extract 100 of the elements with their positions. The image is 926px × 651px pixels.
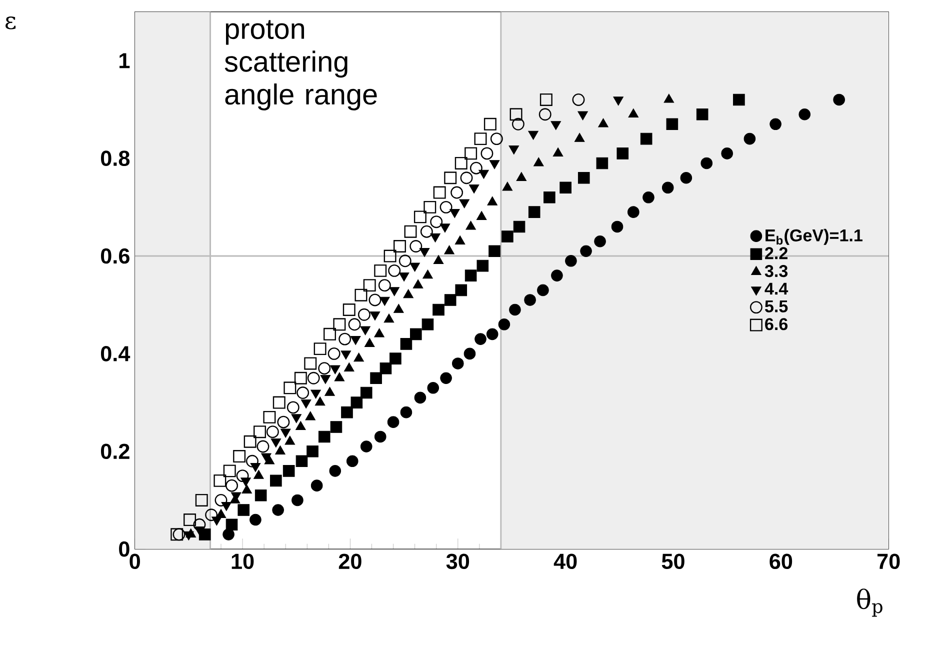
point <box>360 440 372 452</box>
point <box>487 196 498 206</box>
annotation: proton scattering angle range <box>224 20 377 110</box>
point <box>328 347 340 360</box>
point <box>540 93 552 106</box>
point <box>450 186 464 199</box>
point <box>250 514 262 526</box>
point <box>236 469 249 482</box>
point <box>538 108 552 120</box>
point <box>244 435 256 448</box>
point <box>444 245 454 254</box>
point <box>286 400 300 414</box>
point <box>537 284 549 296</box>
point <box>284 436 296 444</box>
point <box>307 372 320 384</box>
point <box>510 108 522 120</box>
point <box>410 262 420 272</box>
point <box>640 132 652 145</box>
point <box>470 162 482 174</box>
point <box>594 235 606 248</box>
point <box>733 94 745 106</box>
point <box>256 440 270 453</box>
point <box>263 410 276 424</box>
point <box>344 362 354 372</box>
point <box>394 304 404 313</box>
y-axis-title: ε <box>6 16 16 30</box>
point <box>508 145 520 154</box>
point <box>700 157 713 169</box>
point <box>223 464 236 477</box>
point <box>380 362 392 374</box>
point <box>374 264 387 277</box>
point <box>433 186 446 199</box>
point <box>318 362 331 374</box>
point <box>488 245 500 257</box>
x-tick-label: 30 <box>446 553 470 569</box>
point <box>452 357 464 370</box>
point <box>350 396 363 408</box>
y-tick-label: 0 <box>119 541 130 557</box>
point <box>551 269 563 282</box>
point <box>270 474 282 486</box>
point <box>296 386 310 399</box>
point <box>214 494 228 506</box>
x-tick-label: 40 <box>554 553 577 569</box>
y-tick-label: 0.2 <box>100 444 130 459</box>
point <box>300 399 312 408</box>
legend-label: 6.6 <box>765 318 788 330</box>
point <box>246 454 258 468</box>
point <box>394 240 406 252</box>
point <box>486 328 498 340</box>
point <box>398 254 412 267</box>
point <box>550 120 562 130</box>
point <box>596 157 608 169</box>
point <box>680 172 692 184</box>
point <box>642 191 654 204</box>
legend-label: 4.4 <box>764 282 788 294</box>
y-tick-label: 0.8 <box>100 150 130 166</box>
point <box>404 225 417 238</box>
point <box>721 147 733 160</box>
point <box>466 220 476 230</box>
point <box>627 206 640 218</box>
point <box>242 484 252 494</box>
point <box>380 296 390 306</box>
point <box>616 147 629 160</box>
point <box>329 464 342 477</box>
y-tick-label: 0.6 <box>100 248 130 264</box>
point <box>272 396 286 409</box>
point <box>266 425 279 438</box>
point <box>360 386 372 398</box>
point <box>455 284 468 296</box>
point <box>334 372 345 382</box>
point <box>341 406 353 418</box>
point <box>744 132 756 145</box>
point <box>450 208 460 218</box>
point <box>364 338 375 347</box>
point <box>374 328 384 338</box>
point <box>378 278 391 292</box>
point <box>388 264 401 277</box>
point <box>275 445 286 454</box>
point <box>333 318 346 330</box>
point <box>410 240 422 252</box>
point <box>294 372 307 384</box>
point <box>270 438 282 448</box>
point <box>305 411 316 420</box>
point <box>480 147 494 160</box>
x-tick-label: 50 <box>662 553 684 569</box>
x-tick-label: 10 <box>232 553 254 569</box>
point <box>400 338 412 350</box>
point <box>306 445 318 458</box>
point <box>282 464 295 477</box>
x-tick-label: 0 <box>130 553 140 569</box>
point <box>387 416 400 428</box>
x-tick-label: 70 <box>877 553 900 569</box>
point <box>464 348 476 360</box>
point <box>324 386 335 396</box>
point <box>432 304 444 316</box>
point <box>184 513 196 526</box>
point <box>440 223 450 232</box>
point <box>560 182 572 194</box>
point <box>412 279 424 288</box>
point <box>254 470 264 479</box>
